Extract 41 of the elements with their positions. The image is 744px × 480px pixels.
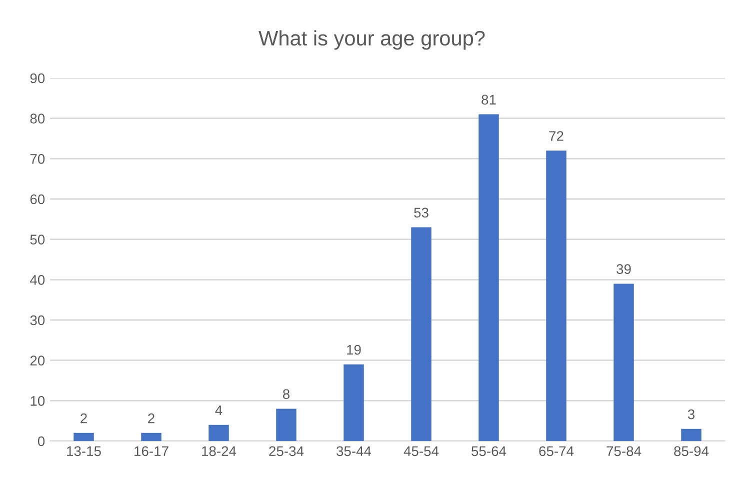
bar [208, 424, 229, 441]
data-label: 8 [282, 389, 290, 400]
y-tick-label: 0 [38, 436, 45, 446]
y-tick-label: 80 [30, 114, 45, 124]
x-tick-label: 35-44 [336, 446, 372, 456]
y-tick-label: 90 [30, 73, 45, 84]
x-tick-label: 45-54 [404, 446, 439, 456]
y-tick-label: 50 [30, 234, 45, 245]
x-tick-label: 55-64 [472, 446, 506, 456]
y-tick-label: 30 [30, 315, 45, 326]
y-tick-label: 20 [30, 356, 45, 366]
x-tick-label: 25-34 [269, 446, 304, 456]
bar [141, 432, 162, 441]
data-label: 4 [215, 405, 222, 416]
bar [614, 284, 634, 441]
bar [546, 150, 566, 441]
y-tick-label: 70 [30, 154, 45, 164]
data-label: 72 [549, 131, 564, 141]
x-tick-label: 75-84 [606, 446, 642, 456]
chart-title: What is your age group? [258, 30, 485, 50]
x-tick-label: 85-94 [674, 446, 709, 456]
bar [681, 428, 702, 441]
data-label: 3 [688, 409, 694, 420]
x-tick-label: 13-15 [67, 446, 101, 456]
bar [276, 408, 296, 441]
bar [74, 432, 94, 441]
bar [344, 364, 364, 441]
data-label: 39 [616, 264, 631, 274]
data-label: 53 [414, 208, 428, 218]
data-label: 19 [347, 344, 361, 355]
y-tick-label: 40 [30, 275, 45, 285]
x-tick-label: 16-17 [134, 446, 168, 456]
bar [411, 227, 432, 441]
data-label: 81 [482, 94, 496, 105]
y-tick-label: 10 [30, 396, 45, 406]
x-tick-label: 18-24 [202, 446, 236, 456]
bar [478, 114, 499, 441]
data-label: 2 [148, 413, 154, 424]
data-label: 2 [80, 413, 87, 424]
y-tick-label: 60 [30, 194, 45, 204]
x-tick-label: 65-74 [539, 446, 574, 456]
